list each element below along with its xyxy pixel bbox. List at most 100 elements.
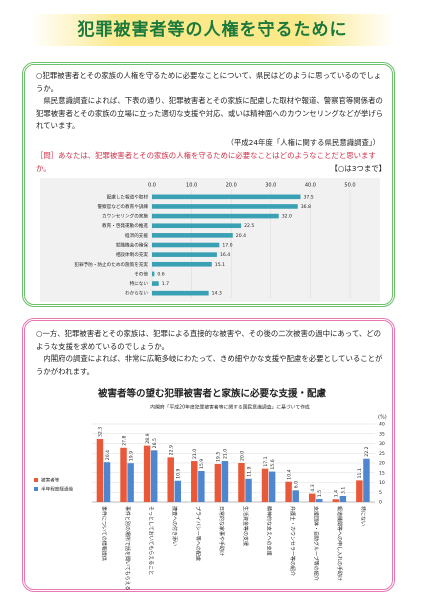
bar [152, 261, 212, 267]
value-label: 21.0 [192, 449, 198, 459]
category-label: 経済的支援 [125, 232, 148, 239]
y-tick-label: 35 [379, 431, 385, 437]
category-label: 相談体制の充実 [116, 251, 149, 258]
body: 内閣府の調査によれば、非常に広範多岐にわたって、きめ細やかな支援や配慮を必要とし… [36, 354, 383, 376]
y-tick-label: 30 [379, 441, 385, 447]
bar [152, 271, 155, 277]
value-label: 16.4 [220, 252, 230, 258]
bar [152, 290, 209, 296]
value-label: 21.0 [223, 449, 229, 459]
bar [261, 468, 269, 502]
bar [198, 470, 205, 502]
question: ［問］あなたは、犯罪被害者とその家族の人権を守るために必要なことはどのようなこと… [36, 151, 376, 173]
category-label: 犯罪予防・防止のための施策を充実 [74, 261, 148, 268]
category-label: 生活資金等の支援 [242, 506, 249, 546]
category-label: 教育・啓発運動の推進 [102, 222, 148, 229]
category-label: 事件についての情報提供 [100, 506, 107, 561]
y-axis-label: (%) [378, 415, 387, 421]
value-label: 15.9 [199, 459, 205, 469]
category-label: 就職機会の確保 [116, 242, 149, 249]
title-banner: 犯罪被害者等の人権を守るために [30, 14, 395, 46]
bar [152, 252, 217, 257]
value-label: 26.5 [152, 438, 158, 448]
page-title: 犯罪被害者等の人権を守るために [77, 20, 348, 40]
legend-label: 被害者等 [41, 477, 60, 484]
x-tick-label: 20.0 [226, 183, 237, 189]
section-box [22, 62, 395, 307]
category-label: 配慮した報道や取材 [107, 193, 149, 200]
bar [308, 493, 316, 502]
value-label: 6.0 [293, 481, 299, 488]
bar [127, 463, 134, 502]
y-tick-label: 0 [379, 500, 382, 506]
value-label: 1.5 [317, 490, 323, 497]
lead: ○一方、犯罪被害者とその家族は、犯罪による直接的な被害や、その後の二次被害の過中… [36, 329, 382, 351]
y-tick-label: 25 [379, 451, 385, 457]
value-label: 1.4 [334, 490, 340, 497]
x-tick-label: 10.0 [186, 183, 197, 189]
bar [332, 499, 340, 502]
bar [292, 490, 299, 502]
legend-swatch [34, 478, 38, 482]
value-label: 36.8 [301, 204, 311, 210]
bar [103, 462, 111, 502]
bar [152, 194, 301, 200]
bar [152, 242, 220, 248]
category-label: 支援団体・自助グループ等の紹介 [313, 506, 320, 581]
body: 県民意識調査によれば、下表の通り、犯罪被害者とその家族に配慮した取材や報道、警察… [36, 96, 384, 130]
value-label: 0.6 [157, 271, 164, 277]
bar [152, 223, 242, 229]
bar [339, 495, 347, 502]
value-label: 32.3 [98, 427, 104, 437]
y-tick-label: 40 [379, 422, 385, 428]
chart-subtitle: 内閣府「平成20年度犯罪被害者等に関する国民意識調査」に基づいて作成 [150, 404, 310, 411]
legend-swatch [34, 487, 38, 491]
value-label: 10.4 [286, 469, 292, 479]
bar [152, 281, 159, 286]
value-label: 11.1 [357, 468, 363, 478]
legend-label: 半年程度経過後 [41, 486, 74, 493]
category-label: 特にない [360, 506, 367, 526]
value-label: 32.0 [282, 214, 292, 220]
value-label: 20.0 [239, 451, 245, 461]
bar [152, 204, 298, 209]
bar [316, 499, 323, 502]
category-label: 精神的な支えへの支援 [265, 506, 272, 556]
bar [96, 439, 104, 502]
value-label: 28.9 [145, 433, 151, 443]
category-label: 警察官などの教育や訓練 [97, 203, 148, 210]
x-tick-label: 50.0 [344, 183, 355, 189]
value-label: 22.5 [244, 223, 254, 229]
chart: 0.0 10.0 20.0 30.0 40.0 50.0 配慮した報道や取材 37.5 警察官な… [40, 178, 380, 302]
category-label: 日常的な家事や手助け [218, 506, 225, 556]
value-label: 15.1 [215, 262, 225, 268]
bar [285, 481, 292, 502]
value-label: 15.6 [270, 459, 276, 469]
value-label: 22.9 [169, 445, 175, 455]
bar [268, 471, 276, 502]
value-label: 37.5 [304, 194, 314, 200]
bar [245, 478, 252, 502]
bar [214, 463, 222, 502]
bar [174, 480, 182, 502]
value-label: 4.3 [310, 484, 316, 491]
value-label: 3.1 [341, 487, 347, 494]
source: （平成24年度「人権に関する県民意識調査」） [226, 138, 380, 147]
bar [120, 447, 127, 502]
bar [167, 457, 174, 502]
category-label: カウンセリングの実施 [102, 213, 148, 220]
section-box [22, 318, 395, 592]
category-label: 弁護士・カウンセラー等の紹介 [289, 506, 296, 576]
value-label: 10.9 [176, 468, 182, 478]
bar [143, 445, 151, 502]
value-label: 1.7 [162, 281, 169, 287]
category-label: その他 [134, 270, 148, 277]
bar [238, 463, 245, 502]
x-tick-label: 40.0 [305, 183, 316, 189]
y-tick-label: 15 [379, 470, 385, 476]
note: 【○は3つまで】 [330, 164, 387, 173]
value-label: 19.5 [216, 452, 222, 462]
bar [152, 213, 279, 219]
category-label: 捜査への付き添い [171, 506, 178, 546]
